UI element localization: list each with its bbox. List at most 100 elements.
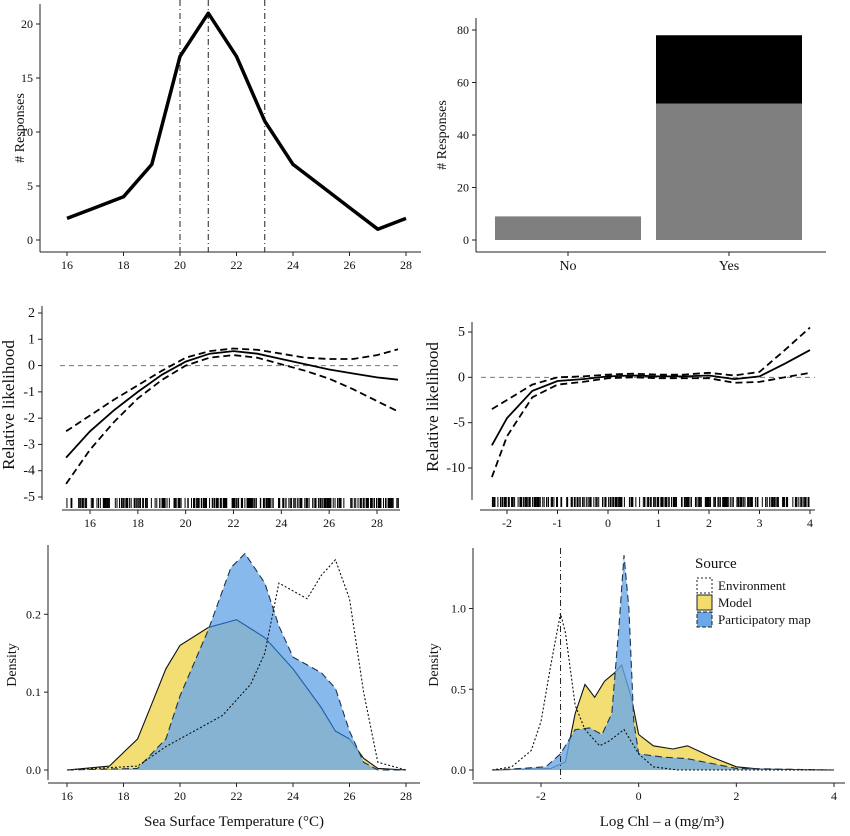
panel-4: -10-505-2 -1 0 1 2 3 4 Relative likelihood: [423, 322, 815, 530]
panel-6-xlabel: Log Chl – a (mg/m³): [600, 814, 724, 830]
density-line-participatory-map: [492, 555, 835, 771]
legend-label: Model: [718, 595, 752, 610]
panel-4-x-tick-label: 3: [757, 516, 763, 530]
panel-1-x-tick-label: 24: [287, 258, 299, 272]
panel-4-marks: [478, 326, 815, 478]
panel-2-y-tick-label: 80: [457, 23, 469, 37]
panel-2-y-tick-label: 20: [457, 181, 469, 195]
panel-4-x-tick-label: 0: [605, 516, 611, 530]
panel-3-y-tick-label: 2: [28, 306, 35, 321]
panel-3-y-tick-label: 1: [28, 332, 35, 347]
confidence-band-line: [491, 326, 811, 410]
panel-6-x-tick-label: 0: [636, 789, 642, 803]
panel-6-ylabel: Density: [427, 643, 442, 687]
panel-2-marks: [495, 35, 802, 240]
panel-4-y-tick-label: -10: [446, 461, 465, 476]
legend-label: Environment: [718, 578, 786, 593]
panel-3-ylabel: Relative likelihood: [0, 340, 18, 470]
bar-yes: [656, 103, 802, 240]
responses-line: [66, 11, 407, 231]
panel-5-ylabel: Density: [5, 643, 20, 687]
panel-3-x-tick-label: 28: [371, 516, 383, 530]
fit-line: [65, 350, 398, 459]
panel-4-y-tick-label: 0: [458, 370, 465, 385]
panel-1-axes: 0 5 10 15 20 16 18 20 22 24 26 28: [21, 4, 421, 272]
panel-1-x-tick-label: 16: [61, 258, 73, 272]
panel-6-y-tick-label: 1.0: [451, 602, 466, 616]
panel-6-legend: Source Environment Model Participatory map: [695, 556, 811, 628]
panel-5-x-tick-label: 22: [231, 789, 243, 803]
panel-3-x-tick-label: 26: [323, 516, 335, 530]
panel-4-x-tick-label: 2: [706, 516, 712, 530]
panel-5: 0.0 0.1 0.2 16 18 20 22 24 26 28 Density Sea Surf…: [5, 545, 420, 830]
panel-2-y-tick-label: 0: [463, 233, 469, 247]
panel-6: 0.0 0.5 1.0 -2 0 2 4 Density Log Chl – a (mg/m…: [427, 548, 845, 830]
panel-3-y-tick-label: -1: [23, 385, 35, 400]
panel-3: -5 -4 -3 -2 -1 0 1 2 16 18 20 22 24 26 28 Relative lik…: [0, 306, 400, 530]
model-overlap-line: [208, 619, 350, 740]
panel-1-x-tick-label: 26: [344, 258, 356, 272]
confidence-band-line: [491, 371, 811, 478]
panel-4-axes: -10-505-2 -1 0 1 2 3 4: [446, 322, 815, 530]
bar-yes: [656, 35, 802, 104]
panel-3-rug: [66, 498, 399, 508]
panel-1-y-tick-label: 15: [21, 71, 33, 85]
panel-3-axes: -5 -4 -3 -2 -1 0 1 2 16 18 20 22 24 26 28: [23, 306, 400, 530]
panel-6-x-tick-label: 2: [733, 789, 739, 803]
panel-3-y-tick-label: -3: [23, 437, 35, 452]
panel-4-x-tick-label: 4: [807, 516, 813, 530]
panel-3-x-tick-label: 16: [84, 516, 96, 530]
panel-5-marks: [66, 552, 407, 771]
panel-5-x-tick-label: 18: [118, 789, 130, 803]
confidence-band-line: [65, 347, 398, 433]
panel-1-y-tick-label: 20: [21, 17, 33, 31]
panel-4-x-tick-label: 1: [656, 516, 662, 530]
panel-4-ylabel: Relative likelihood: [423, 342, 442, 472]
panel-5-x-tick-label: 26: [344, 789, 356, 803]
panel-1-ylabel: # Responses: [13, 93, 28, 163]
panel-5-y-tick-label: 0.2: [26, 607, 41, 621]
panel-2: 0 20 40 60 80 No Yes # Responses: [435, 18, 826, 274]
legend-title: Source: [695, 556, 737, 572]
density-area-participatory-map: [67, 553, 406, 770]
panel-3-x-tick-label: 20: [180, 516, 192, 530]
panel-6-y-tick-label: 0.0: [451, 763, 466, 777]
panel-1-x-tick-label: 20: [174, 258, 186, 272]
legend-swatch-participatory-map: [696, 611, 713, 628]
panel-3-x-tick-label: 22: [228, 516, 240, 530]
confidence-band-line: [65, 354, 398, 485]
legend-label: Participatory map: [718, 612, 811, 627]
panel-3-y-tick-label: -4: [23, 464, 35, 479]
panel-4-x-tick-label: -1: [553, 516, 563, 530]
panel-3-x-tick-label: 24: [275, 516, 287, 530]
legend-swatch-model: [696, 594, 713, 611]
panel-4-rug: [491, 497, 810, 507]
panel-2-ylabel: # Responses: [435, 100, 450, 170]
panel-1-marks: [66, 0, 407, 252]
density-line-environment: [492, 613, 834, 771]
panel-5-y-tick-label: 0.0: [26, 763, 41, 777]
panel-1-x-tick-label: 18: [118, 258, 130, 272]
bar-no: [495, 216, 641, 240]
panel-6-y-tick-label: 0.5: [451, 682, 466, 696]
panel-4-x-tick-label: -2: [502, 516, 512, 530]
panel-1: 0 5 10 15 20 16 18 20 22 24 26 28 # Responses: [13, 0, 421, 272]
panel-5-x-tick-label: 20: [174, 789, 186, 803]
panel-5-x-tick-label: 28: [400, 789, 412, 803]
legend-swatch-environment: [696, 577, 713, 594]
panel-5-xlabel: Sea Surface Temperature (°C): [144, 814, 324, 830]
panel-2-y-tick-label: 60: [457, 76, 469, 90]
panel-1-y-tick-label: 10: [21, 125, 33, 139]
panel-2-y-tick-label: 40: [457, 128, 469, 142]
panel-1-y-tick-label: 0: [27, 233, 33, 247]
density-line-participatory-map: [66, 552, 406, 771]
density-area-environment: [492, 613, 834, 770]
panel-5-y-tick-label: 0.1: [26, 685, 41, 699]
density-line-environment: [66, 558, 407, 771]
panel-1-x-tick-label: 22: [231, 258, 243, 272]
panel-6-x-tick-label: -2: [536, 789, 546, 803]
density-area-model: [492, 665, 834, 770]
fit-line: [491, 349, 811, 446]
panel-1-y-tick-label: 5: [27, 179, 33, 193]
